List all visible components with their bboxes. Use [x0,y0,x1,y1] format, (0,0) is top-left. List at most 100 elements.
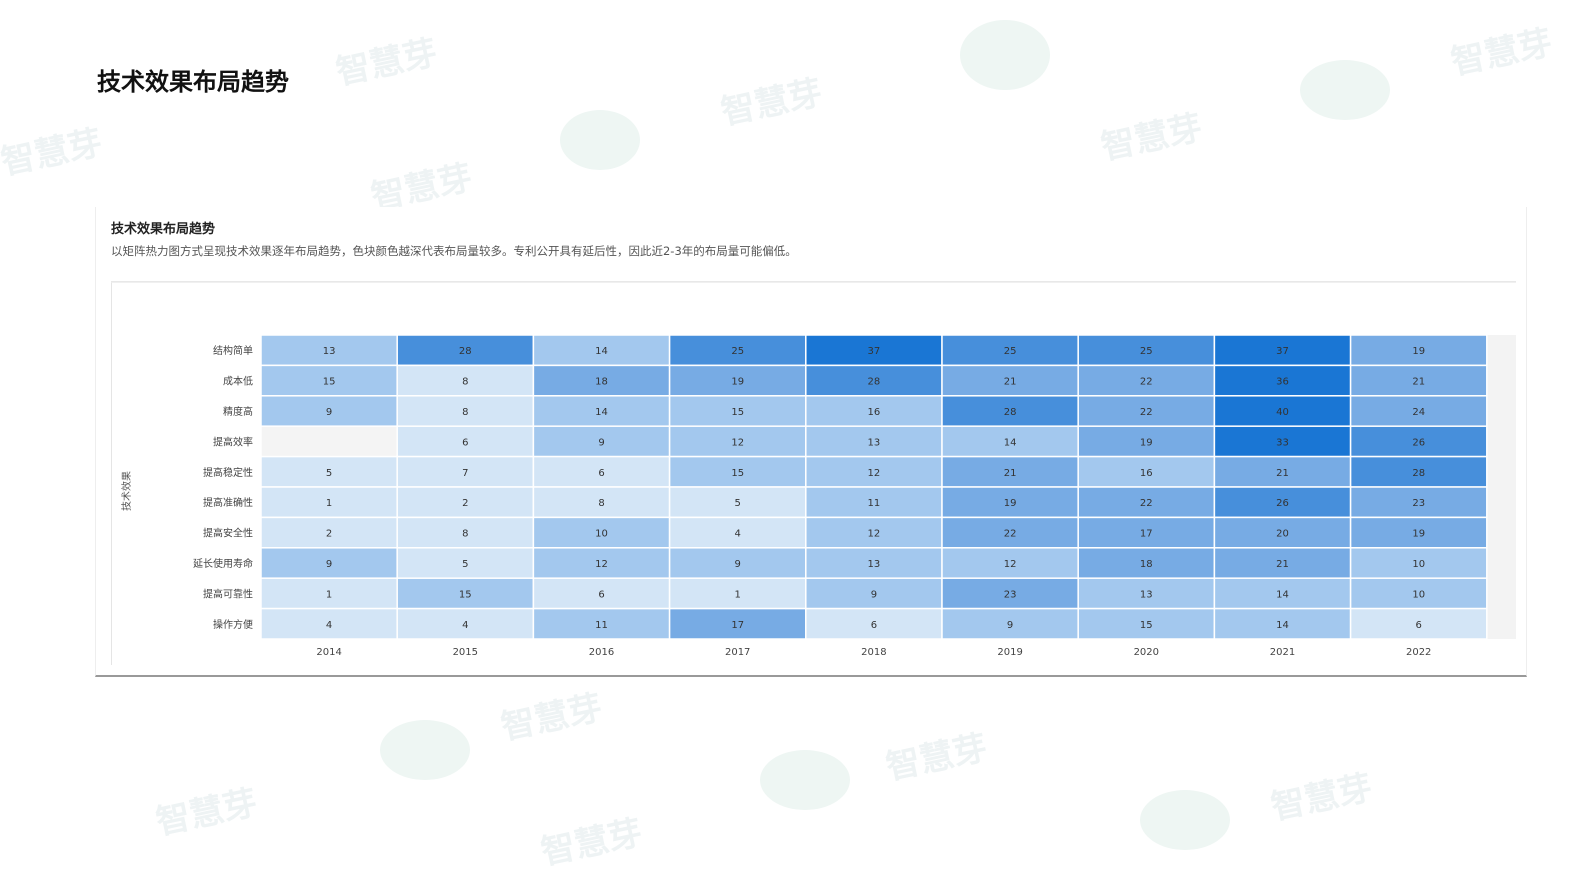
cell-value-label: 11 [868,498,881,509]
heatmap-cell[interactable] [1213,425,1352,458]
heatmap-cell[interactable] [1077,577,1216,610]
card-description: 以矩阵热力图方式呈现技术效果逐年布局趋势，色块颜色越深代表布局量较多。专利公开具… [111,244,797,258]
heatmap-cell[interactable] [532,486,671,519]
heatmap-cell[interactable] [396,364,535,397]
heatmap-cell[interactable] [1349,425,1488,458]
heatmap-cell[interactable] [805,577,943,610]
heatmap-cell[interactable] [1349,516,1488,549]
heatmap-cell[interactable] [532,577,671,610]
cell-value-label: 13 [1140,589,1153,600]
watermark: 智慧芽 [1267,767,1376,829]
cell-value-label: 8 [598,498,604,509]
heatmap-cell[interactable] [260,455,398,488]
heatmap-cell[interactable] [260,425,398,458]
heatmap-cell[interactable] [396,425,535,458]
heatmap-cell[interactable] [1213,607,1352,640]
heatmap-cell[interactable] [1213,334,1352,367]
heatmap-cell[interactable] [396,334,535,367]
heatmap-cell[interactable] [668,607,807,640]
cell-value-label: 12 [1004,559,1017,570]
cell-value-label: 28 [1004,407,1017,418]
heatmap-cell[interactable] [805,516,943,549]
heatmap-cell[interactable] [396,607,535,640]
heatmap-cell[interactable] [805,547,943,579]
watermark-blob [560,110,640,170]
heatmap-cell[interactable] [1077,395,1216,427]
watermark: 智慧芽 [1097,107,1206,169]
heatmap-cell[interactable] [1349,607,1488,640]
cell-value-label: 22 [1140,498,1153,509]
heatmap-cell[interactable] [805,334,943,367]
watermark: 智慧芽 [717,72,826,134]
watermark-blob [1300,60,1390,120]
heatmap-cell[interactable] [1213,486,1352,519]
cell-value-label: 15 [731,407,744,418]
cell-value-label: 5 [326,468,332,479]
heatmap-cell[interactable] [1077,547,1216,579]
heatmap-cell[interactable] [396,455,535,488]
cell-value-label: 15 [323,377,336,388]
heatmap-cell[interactable] [1349,364,1488,397]
cell-value-label: 33 [1276,437,1289,448]
heatmap-cell[interactable] [1213,547,1352,579]
heatmap-cell[interactable] [532,607,671,640]
scrollbar-track[interactable] [1486,335,1516,639]
cell-value-label: 6 [598,589,604,600]
heatmap-cell[interactable] [532,516,671,549]
cell-value-label: 40 [1276,407,1289,418]
y-tick-label: 提高效率 [213,435,253,448]
watermark-blob [380,720,470,780]
cell-value-label: 12 [731,437,744,448]
heatmap-cell[interactable] [1077,455,1216,488]
x-tick-label: 2021 [1270,647,1295,658]
cell-value-label: 21 [1004,468,1017,479]
cell-value-label: 19 [1140,437,1153,448]
heatmap-cell[interactable] [532,547,671,579]
heatmap-cell[interactable] [532,334,671,367]
cell-value-label: 10 [1412,559,1425,570]
heatmap-cell[interactable] [941,577,1079,610]
cell-value-label: 20 [1276,529,1289,540]
cell-value-label: 15 [731,468,744,479]
heatmap-cell[interactable] [1077,516,1216,549]
y-tick-label: 成本低 [223,375,253,388]
y-tick-label: 提高稳定性 [203,466,253,479]
heatmap-cell[interactable] [805,395,943,427]
watermark-blob [960,20,1050,90]
heatmap-cell[interactable] [1349,395,1488,427]
heatmap-cell[interactable] [532,455,671,488]
heatmap-cell[interactable] [260,364,398,397]
heatmap-cell[interactable] [532,395,671,427]
cell-value-label: 9 [1007,620,1013,631]
heatmap-cell[interactable] [1349,455,1488,488]
heatmap-cell[interactable] [941,547,1079,579]
heatmap-cell[interactable] [1213,516,1352,549]
watermark-blob [1140,790,1230,850]
cell-value-label: 14 [595,346,608,357]
cell-value-label: 1 [326,589,332,600]
cell-value-label: 22 [1140,377,1153,388]
y-tick-label: 操作方便 [213,618,253,631]
heatmap-cell[interactable] [396,577,535,610]
cell-value-label: 1 [326,498,332,509]
heatmap-cell[interactable] [1213,364,1352,397]
heatmap-cell[interactable] [1349,486,1488,519]
cell-value-label: 9 [326,559,332,570]
heatmap-cell[interactable] [941,516,1079,549]
x-tick-label: 2017 [725,647,750,658]
heatmap-cell[interactable] [668,455,807,488]
heatmap-cell[interactable] [1349,547,1488,579]
heatmap-cell[interactable] [1213,455,1352,488]
cell-value-label: 21 [1276,559,1289,570]
cell-value-label: 19 [731,377,744,388]
x-tick-label: 2022 [1406,647,1431,658]
cell-value-label: 15 [1140,620,1153,631]
cell-value-label: 12 [868,529,881,540]
heatmap-cell[interactable] [805,607,943,640]
heatmap-cell[interactable] [260,607,398,640]
watermark-blob [760,750,850,810]
heatmap-cell[interactable] [1077,425,1216,458]
heatmap-cell[interactable] [668,547,807,579]
heatmap-cell[interactable] [396,486,535,519]
cell-value-label: 6 [598,468,604,479]
